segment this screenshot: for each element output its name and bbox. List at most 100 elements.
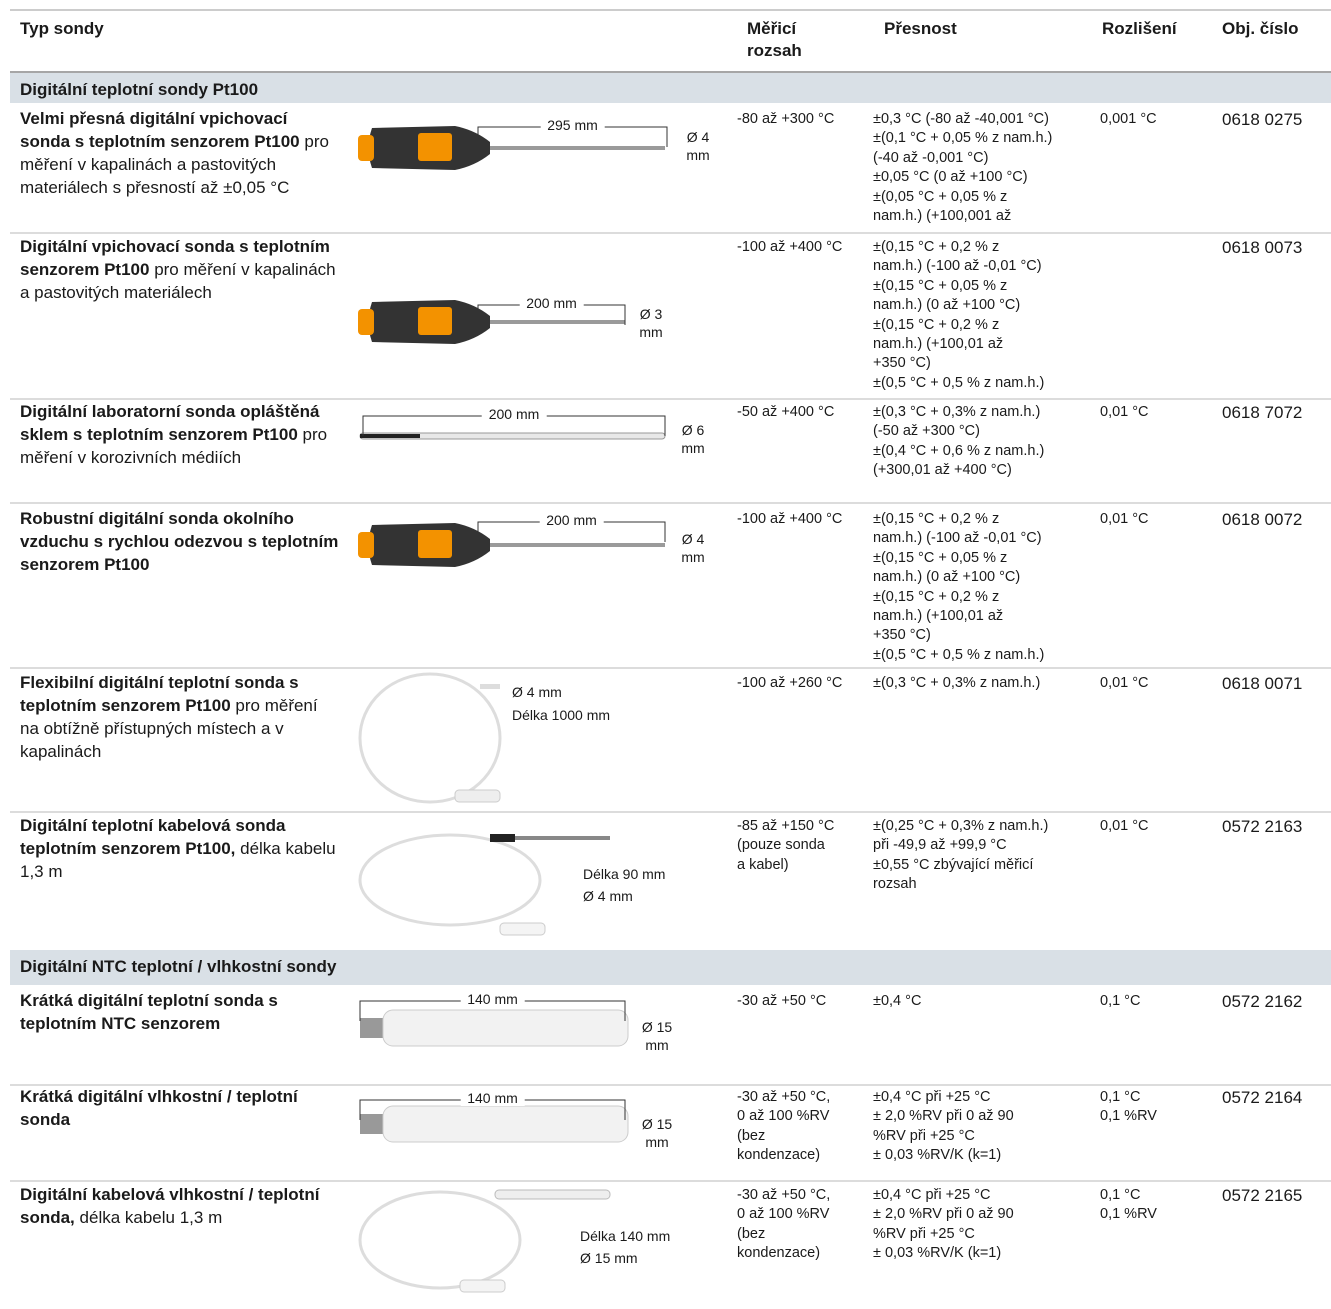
- order-number: 0572 2162: [1222, 992, 1303, 1011]
- range-line: -100 až +400 °C: [737, 239, 843, 255]
- column-header: Přesnost: [884, 19, 957, 38]
- probe-body: [382, 1105, 629, 1143]
- column-header: Měřicí rozsah: [747, 19, 802, 60]
- length-label: 140 mm: [460, 1090, 525, 1106]
- resolution-line: 0,01 °C: [1100, 675, 1149, 691]
- product-description: délka kabelu 1,3 m: [20, 839, 336, 881]
- probe-body: [494, 1189, 611, 1200]
- probe-grip: [490, 834, 515, 842]
- product-description: pro měření v korozivních médiích: [20, 425, 328, 467]
- accuracy-line: ±(0,5 °C + 0,5 % z nam.h.): [873, 374, 1045, 391]
- product-title: Velmi přesná digitální vpichovací sonda …: [20, 109, 300, 151]
- resolution-line: 0,01 °C: [1100, 511, 1149, 527]
- length-label: 200 mm: [539, 512, 604, 528]
- probe-plug: [454, 789, 501, 803]
- probe-cable: [358, 833, 542, 927]
- range-line: -100 až +400 °C: [737, 511, 843, 527]
- accuracy-line: rozsah: [873, 876, 917, 893]
- resolution-line: 0,1 %RV: [1100, 1108, 1157, 1125]
- range-line: a kabel): [737, 856, 789, 873]
- probe-button: [418, 530, 452, 558]
- diameter-label: Ø 4 mm: [583, 888, 633, 904]
- probe-plug: [459, 1279, 506, 1293]
- accuracy-line: nam.h.) (+100,01 až: [873, 608, 1004, 624]
- accuracy-line: ±(0,5 °C + 0,5 % z nam.h.): [873, 646, 1045, 663]
- accuracy-line: %RV při +25 °C: [873, 1127, 975, 1144]
- section-band: Digitální teplotní sondy Pt100: [10, 73, 1331, 103]
- range-line: -80 až +300 °C: [737, 111, 835, 127]
- product-name: Digitální kabelová vlhkostní / teplotní …: [20, 1183, 340, 1229]
- order-number: 0572 2165: [1222, 1186, 1303, 1205]
- accuracy-line: nam.h.) (0 až +100 °C): [873, 569, 1021, 586]
- accuracy-line: ±(0,15 °C + 0,2 % z: [873, 316, 1000, 333]
- product-description: pro měření v kapalinách a pastovitých ma…: [20, 132, 329, 197]
- probe-rod: [490, 836, 610, 840]
- resolution-line: 0,1 °C: [1100, 1187, 1141, 1203]
- range-line: (bez: [737, 1127, 766, 1144]
- accuracy-line: ±(0,4 °C + 0,6 % z nam.h.): [873, 442, 1045, 459]
- accuracy-line: ±(0,15 °C + 0,05 % z: [873, 549, 1008, 566]
- length-label: 200 mm: [481, 406, 547, 422]
- length-label: 295 mm: [540, 117, 605, 133]
- resolution-line: 0,001 °C: [1100, 111, 1157, 127]
- product-name: Robustní digitální sonda okolního vzduch…: [20, 507, 340, 576]
- resolution-line: 0,1 %RV: [1100, 1206, 1157, 1223]
- range-line: (pouze sonda: [737, 837, 825, 854]
- product-name: Flexibilní digitální teplotní sonda s te…: [20, 671, 340, 763]
- accuracy-line: ± 0,03 %RV/K (k=1): [873, 1245, 1002, 1262]
- accuracy-line: ±(0,15 °C + 0,2 % z: [873, 239, 1000, 255]
- probe-button: [418, 133, 452, 161]
- accuracy-line: ± 2,0 %RV při 0 až 90: [873, 1108, 1014, 1125]
- product-name: Krátká digitální vlhkostní / teplotní so…: [20, 1085, 340, 1131]
- length-label: Délka 140 mm: [580, 1228, 671, 1244]
- length-label: 140 mm: [460, 991, 525, 1007]
- diameter-label: Ø 4 mm: [686, 129, 710, 163]
- product-title: Robustní digitální sonda okolního vzduch…: [20, 509, 339, 574]
- order-number: 0572 2164: [1222, 1088, 1303, 1107]
- product-name: Velmi přesná digitální vpichovací sonda …: [20, 107, 340, 199]
- diameter-label: Ø 4 mm: [681, 531, 705, 565]
- order-number: 0618 7072: [1222, 403, 1303, 422]
- product-title: Krátká digitální teplotní sonda s teplot…: [20, 991, 278, 1033]
- accuracy-line: nam.h.) (-100 až -0,01 °C): [873, 258, 1042, 275]
- product-title: Flexibilní digitální teplotní sonda s te…: [20, 673, 299, 715]
- order-number: 0618 0072: [1222, 510, 1303, 529]
- range-line: -30 až +50 °C: [737, 993, 827, 1009]
- probe-plug: [360, 1114, 385, 1134]
- product-title: Digitální laboratorní sonda opláštěná sk…: [20, 402, 320, 444]
- accuracy-line: ±(0,3 °C + 0,3% z nam.h.): [873, 404, 1041, 420]
- range-line: kondenzace): [737, 1245, 821, 1262]
- accuracy-line: ± 2,0 %RV při 0 až 90: [873, 1206, 1014, 1223]
- range-line: 0 až 100 %RV: [737, 1206, 830, 1223]
- length-label: Délka 1000 mm: [512, 707, 611, 723]
- accuracy-line: ±0,4 °C při +25 °C: [873, 1089, 991, 1105]
- product-title: Digitální vpichovací sonda s teplotním s…: [20, 237, 330, 279]
- accuracy-line: ±0,55 °C zbývající měřicí: [873, 856, 1034, 873]
- diameter-label: Ø 15 mm: [641, 1019, 673, 1053]
- accuracy-line: ±0,4 °C při +25 °C: [873, 1187, 991, 1203]
- section-title: Digitální NTC teplotní / vlhkostní sondy: [20, 957, 337, 976]
- accuracy-line: ±(0,05 °C + 0,05 % z: [873, 188, 1008, 205]
- product-description: pro měření v kapalinách a pastovitých ma…: [20, 260, 336, 302]
- section-band: Digitální NTC teplotní / vlhkostní sondy: [10, 950, 1331, 985]
- resolution-line: 0,1 °C: [1100, 993, 1141, 1009]
- product-name: Digitální teplotní kabelová sonda teplot…: [20, 814, 340, 883]
- probe-rod: [480, 320, 625, 324]
- accuracy-line: nam.h.) (+100,001 až: [873, 208, 1012, 224]
- diameter-label: Ø 15 mm: [580, 1250, 638, 1266]
- accuracy-line: ± 0,03 %RV/K (k=1): [873, 1147, 1002, 1164]
- range-line: -100 až +260 °C: [737, 675, 843, 691]
- probe-rod: [480, 146, 665, 150]
- accuracy-line: při -49,9 až +99,9 °C: [873, 837, 1007, 854]
- accuracy-line: nam.h.) (+100,01 až: [873, 336, 1004, 352]
- accuracy-line: ±0,3 °C (-80 až -40,001 °C): [873, 111, 1049, 127]
- order-number: 0618 0275: [1222, 110, 1303, 129]
- range-line: -85 až +150 °C: [737, 818, 835, 834]
- product-description: délka kabelu 1,3 m: [79, 1208, 223, 1227]
- product-title: Digitální kabelová vlhkostní / teplotní …: [20, 1185, 320, 1227]
- product-title: Krátká digitální vlhkostní / teplotní so…: [20, 1087, 298, 1129]
- probe-body: [382, 1009, 629, 1047]
- accuracy-line: ±0,05 °C (0 až +100 °C): [873, 169, 1028, 186]
- probe-button: [418, 307, 452, 335]
- diameter-label: Ø 15 mm: [641, 1116, 673, 1150]
